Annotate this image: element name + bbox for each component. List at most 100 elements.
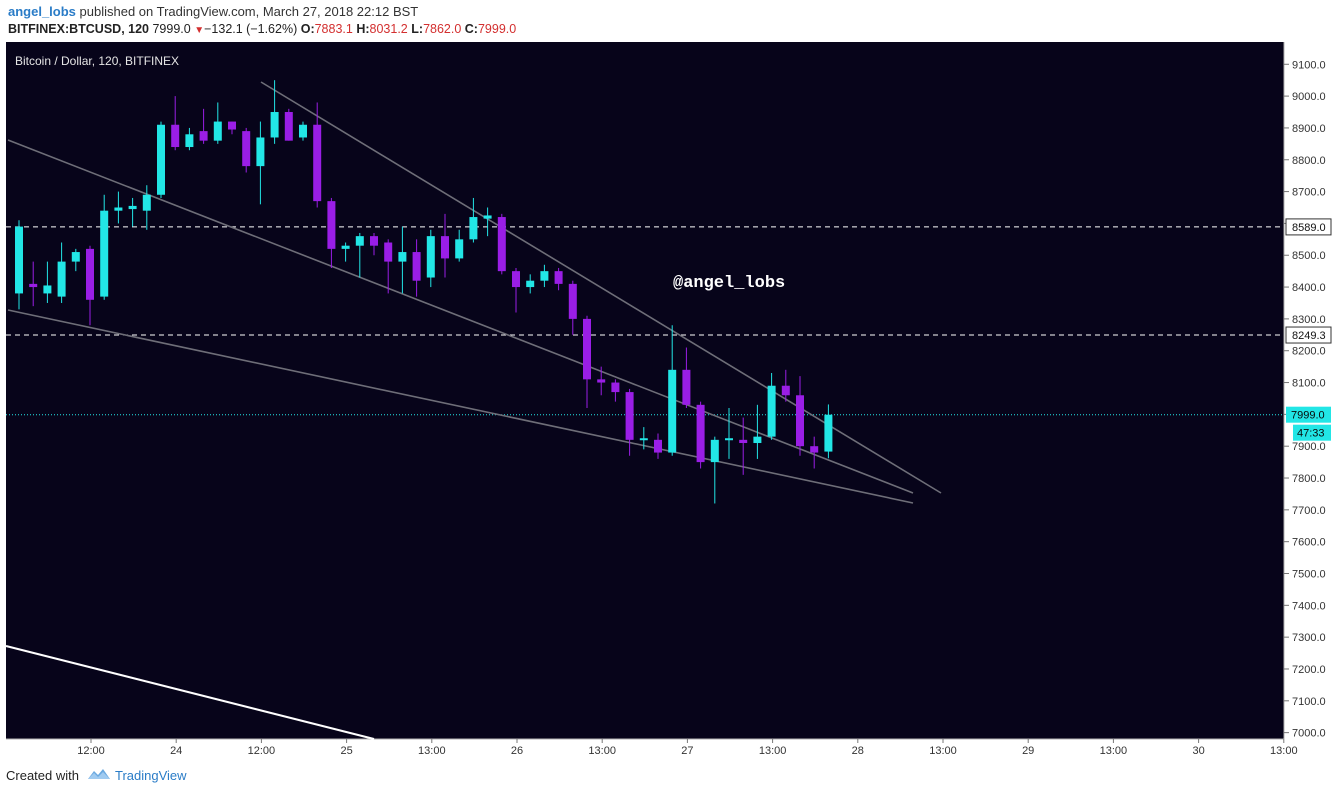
tradingview-link[interactable]: TradingView (114, 768, 187, 783)
candle-body[interactable] (299, 124, 307, 138)
countdown-tag (1293, 424, 1331, 441)
x-tick-label: 27 (681, 745, 693, 757)
watermark-text: @angel_lobs (673, 274, 785, 293)
candle-body[interactable] (654, 439, 662, 453)
candle-body[interactable] (483, 215, 492, 219)
candle-body[interactable] (242, 131, 251, 167)
candle-body[interactable] (171, 124, 180, 148)
chart-background (6, 42, 1284, 739)
candle-body[interactable] (384, 242, 393, 262)
candle-body[interactable] (597, 379, 606, 383)
candle-body[interactable] (824, 414, 833, 452)
candle-body[interactable] (469, 217, 478, 240)
candle-body[interactable] (568, 283, 577, 319)
candle-body[interactable] (270, 112, 279, 138)
candle-body[interactable] (114, 207, 123, 211)
x-tick-label: 13:00 (418, 745, 446, 757)
candle-body[interactable] (739, 439, 748, 444)
candle-body[interactable] (753, 436, 762, 444)
candle-body[interactable] (583, 318, 591, 380)
candle-body[interactable] (540, 271, 549, 281)
candle-body[interactable] (128, 205, 137, 210)
candle-body[interactable] (526, 280, 535, 288)
candle-body[interactable] (796, 395, 804, 447)
candle-body[interactable] (57, 261, 66, 297)
candle-body[interactable] (29, 283, 38, 288)
candle-body[interactable] (497, 217, 506, 272)
candle-body[interactable] (43, 285, 52, 294)
candle-body[interactable] (100, 210, 109, 297)
price-axis-panel[interactable] (1284, 42, 1342, 739)
y-tick-label: 8400.0 (1292, 282, 1326, 294)
x-tick-label: 13:00 (929, 745, 957, 757)
candle-body[interactable] (256, 137, 265, 167)
x-tick-label: 30 (1192, 745, 1204, 757)
x-tick-label: 29 (1022, 745, 1034, 757)
candle-body[interactable] (15, 226, 23, 294)
candle-body[interactable] (441, 236, 449, 259)
y-tick-label: 7700.0 (1292, 505, 1326, 517)
y-tick-label: 7000.0 (1292, 728, 1326, 740)
trendline-lower-channel[interactable] (7, 309, 914, 504)
y-tick-label: 7100.0 (1292, 696, 1326, 708)
y-tick-label: 9000.0 (1292, 91, 1326, 103)
x-tick-label: 24 (170, 745, 182, 757)
last-price: 7999.0 (152, 22, 191, 36)
low-label: L: (411, 22, 424, 36)
y-tick-label: 8200.0 (1292, 346, 1326, 358)
candle-body[interactable] (398, 252, 407, 262)
time-axis-panel[interactable] (6, 739, 1342, 763)
candle-body[interactable] (668, 369, 677, 453)
current-price-tag (1286, 406, 1331, 423)
candle-body[interactable] (157, 124, 165, 195)
candle-body[interactable] (512, 271, 520, 288)
candle-body[interactable] (142, 194, 151, 211)
tradingview-logo-icon[interactable] (87, 767, 111, 784)
level-price-tag (1285, 218, 1332, 236)
candle-body[interactable] (611, 382, 620, 393)
y-tick-label: 7500.0 (1292, 569, 1326, 581)
candle-body[interactable] (412, 252, 421, 281)
candle-body[interactable] (199, 131, 208, 141)
candle-body[interactable] (370, 236, 378, 246)
trendline-upper-channel[interactable] (7, 139, 914, 494)
author-link[interactable]: angel_lobs (8, 4, 76, 19)
candle-body[interactable] (625, 392, 634, 440)
low-value: 7862.0 (423, 22, 462, 36)
candle-body[interactable] (426, 236, 435, 278)
candle-body[interactable] (710, 439, 719, 463)
candle-body[interactable] (810, 446, 819, 453)
x-tick-label: 13:00 (1100, 745, 1128, 757)
candle-body[interactable] (71, 252, 80, 262)
candle-body[interactable] (228, 121, 236, 130)
candle-body[interactable] (554, 271, 563, 284)
symbol-label: BITFINEX:BTCUSD, 120 (8, 22, 149, 36)
candle-body[interactable] (725, 438, 733, 441)
candle-body[interactable] (455, 239, 464, 259)
candle-body[interactable] (185, 134, 194, 148)
open-label: O: (300, 22, 315, 36)
candle-body[interactable] (696, 404, 705, 463)
price-chart[interactable]: 9100.09000.08900.08800.08700.08600.08500… (0, 42, 1342, 763)
candle-body[interactable] (781, 385, 790, 396)
candle-body[interactable] (327, 201, 336, 249)
y-tick-label: 9100.0 (1292, 59, 1326, 71)
candle-body[interactable] (284, 112, 293, 141)
y-tick-label: 8500.0 (1292, 250, 1326, 262)
y-tick-label: 7900.0 (1292, 441, 1326, 453)
candle-body[interactable] (639, 438, 648, 441)
high-value: 8031.2 (369, 22, 408, 36)
trendline-white[interactable] (5, 645, 375, 740)
candle-body[interactable] (86, 248, 94, 300)
y-tick-label: 7600.0 (1292, 537, 1326, 549)
candle-body[interactable] (682, 369, 691, 405)
candle-body[interactable] (213, 121, 222, 141)
level-price-tag (1285, 326, 1332, 344)
candle-body[interactable] (341, 245, 350, 249)
candle-body[interactable] (355, 236, 364, 246)
y-tick-label: 8100.0 (1292, 378, 1326, 390)
candle-body[interactable] (767, 385, 776, 437)
y-tick-label: 8300.0 (1292, 314, 1326, 326)
candle-body[interactable] (313, 124, 322, 202)
footer: Created with TradingView (6, 767, 187, 784)
